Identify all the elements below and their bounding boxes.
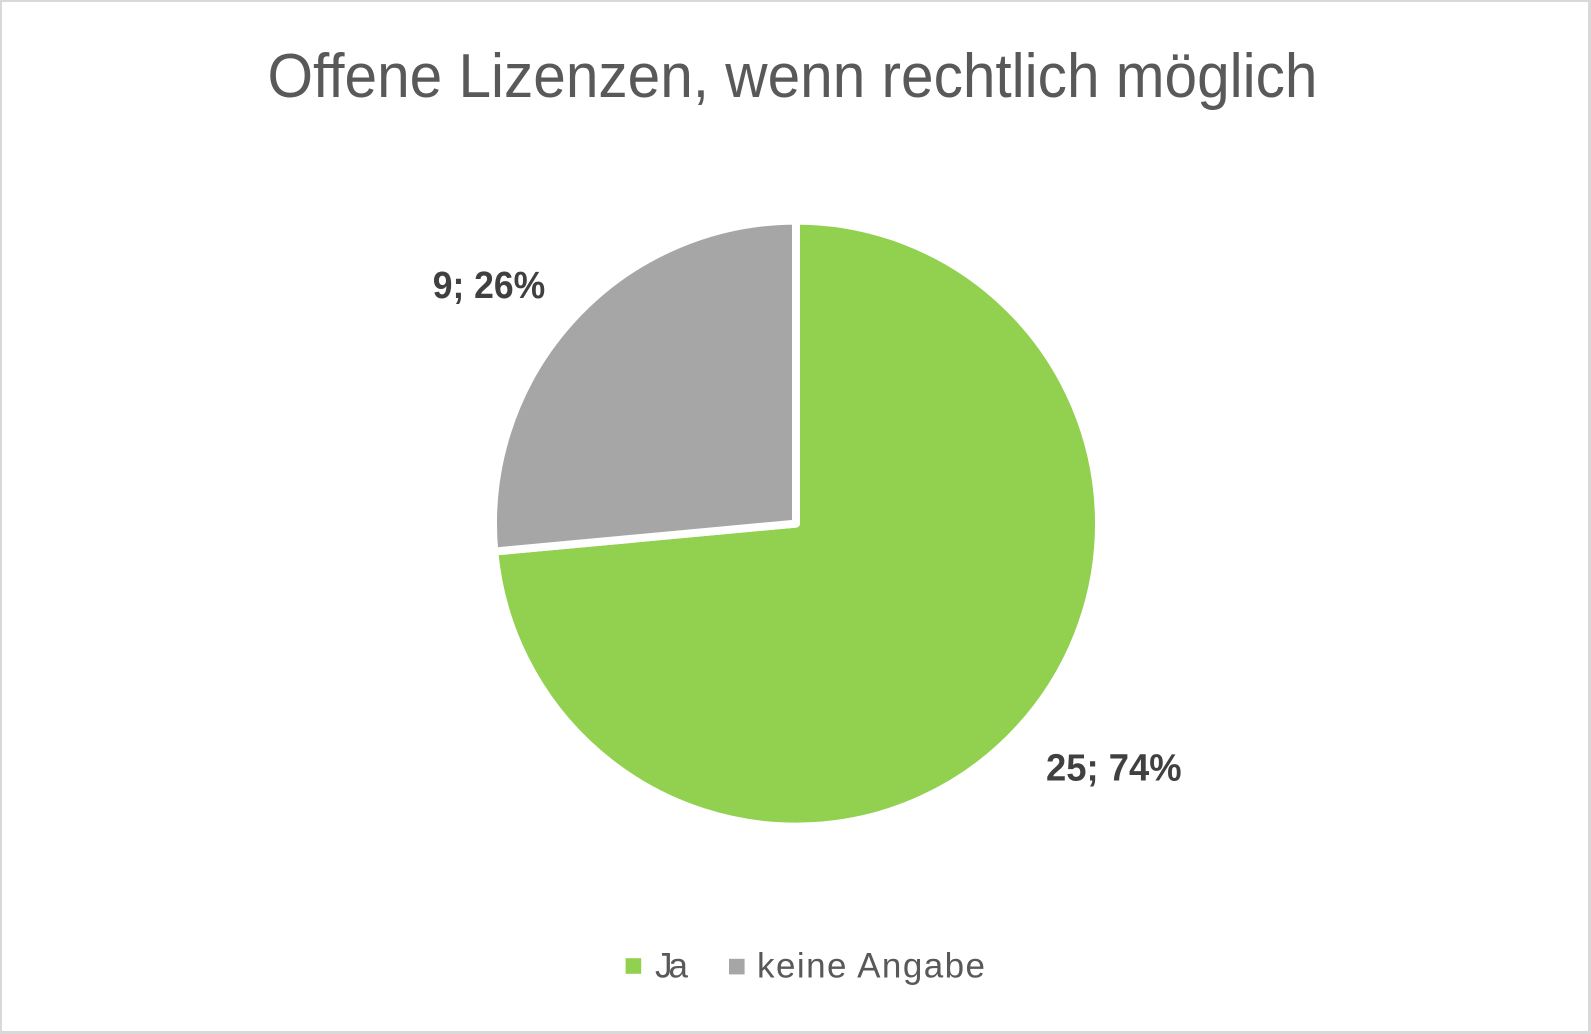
svg-text:9; 26%: 9; 26% — [433, 264, 546, 307]
svg-text:Ja: Ja — [655, 947, 689, 986]
svg-text:Offene Lizenzen, wenn rechtlic: Offene Lizenzen, wenn rechtlich möglich — [268, 42, 1318, 111]
svg-text:25; 74%: 25; 74% — [1046, 746, 1182, 789]
svg-text:keine Angabe: keine Angabe — [757, 947, 985, 986]
